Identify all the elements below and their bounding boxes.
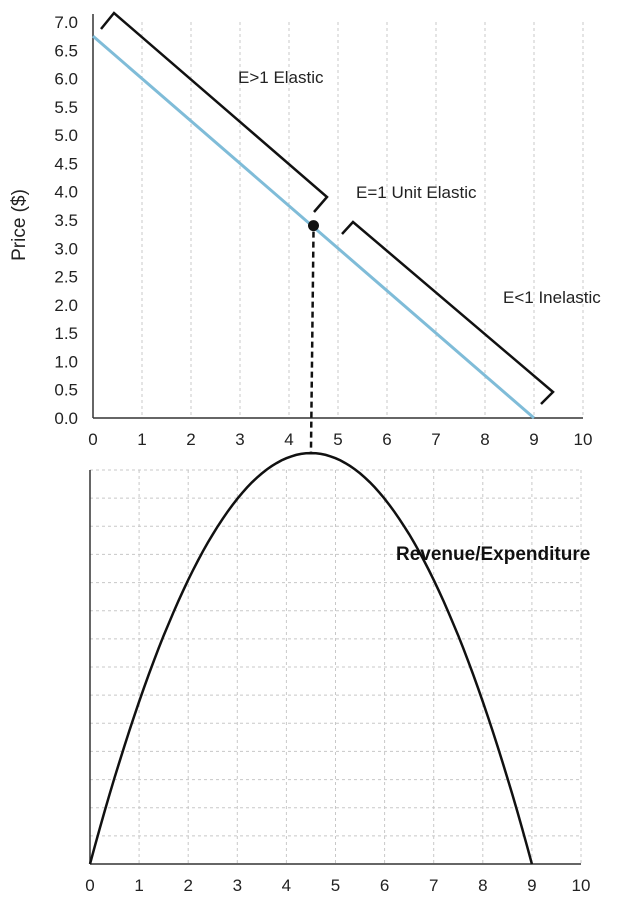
demand-y-tick-label: 1.5 (54, 324, 78, 343)
demand-x-tick-label: 6 (382, 430, 391, 449)
demand-x-ticks: 0 1 2 3 4 5 6 7 8 9 10 (88, 430, 592, 449)
demand-y-tick-label: 6.5 (54, 41, 78, 60)
demand-x-tick-label: 3 (235, 430, 244, 449)
revenue-x-tick-label: 3 (233, 876, 242, 895)
revenue-x-tick-label: 4 (282, 876, 291, 895)
unit-elastic-connector-line (309, 231, 315, 454)
revenue-title: Revenue/Expenditure (396, 544, 590, 565)
demand-x-tick-label: 0 (88, 430, 97, 449)
demand-grid (141, 22, 584, 418)
revenue-x-tick-label: 9 (527, 876, 536, 895)
revenue-x-tick-label: 5 (331, 876, 340, 895)
demand-y-tick-label: 5.5 (54, 98, 78, 117)
demand-y-tick-label: 1.0 (54, 352, 78, 371)
demand-y-tick-label: 0.5 (54, 381, 78, 400)
inelastic-range-bracket (341, 220, 555, 405)
demand-x-tick-label: 1 (137, 430, 146, 449)
unit-elastic-point (308, 220, 319, 232)
elastic-range-bracket (100, 11, 329, 213)
demand-chart: 0.0 0.5 1.0 1.5 2.0 2.5 3.0 3.5 4.0 4.5 5.0 5.5 6.0 6… (9, 11, 601, 449)
demand-y-tick-label: 0.0 (54, 409, 78, 428)
revenue-x-ticks: 0 1 2 3 4 5 6 7 8 9 10 (85, 876, 590, 895)
revenue-x-tick-label: 1 (134, 876, 143, 895)
revenue-chart: 0 1 2 3 4 5 6 7 8 9 10 Revenue/Expenditure (85, 451, 590, 895)
unit-elastic-label: E=1 Unit Elastic (356, 183, 477, 202)
demand-x-tick-label: 9 (529, 430, 538, 449)
demand-x-tick-label: 8 (480, 430, 489, 449)
demand-y-tick-label: 4.5 (54, 154, 78, 173)
demand-x-tick-label: 5 (333, 430, 342, 449)
revenue-x-tick-label: 8 (478, 876, 487, 895)
demand-y-tick-label: 2.0 (54, 296, 78, 315)
revenue-grid (90, 469, 582, 864)
demand-x-tick-label: 10 (574, 430, 593, 449)
elastic-label: E>1 Elastic (238, 68, 324, 87)
revenue-curve-line (88, 451, 534, 865)
demand-y-tick-label: 7.0 (54, 13, 78, 32)
demand-x-tick-label: 4 (284, 430, 293, 449)
inelastic-label: E<1 Inelastic (503, 288, 601, 307)
demand-y-tick-label: 3.0 (54, 239, 78, 258)
revenue-x-tick-label: 0 (85, 876, 94, 895)
demand-y-ticks: 0.0 0.5 1.0 1.5 2.0 2.5 3.0 3.5 4.0 4.5 5.0 5.5 6.0 6… (54, 13, 78, 428)
demand-y-tick-label: 6.0 (54, 70, 78, 89)
demand-y-axis-label: Price ($) (9, 189, 30, 261)
demand-y-tick-label: 3.5 (54, 211, 78, 230)
revenue-x-tick-label: 7 (429, 876, 438, 895)
demand-y-tick-label: 4.0 (54, 183, 78, 202)
revenue-x-tick-label: 6 (380, 876, 389, 895)
demand-x-tick-label: 2 (186, 430, 195, 449)
revenue-x-tick-label: 10 (572, 876, 591, 895)
revenue-x-tick-label: 2 (183, 876, 192, 895)
demand-x-tick-label: 7 (431, 430, 440, 449)
demand-y-tick-label: 2.5 (54, 268, 78, 287)
demand-y-tick-label: 5.0 (54, 126, 78, 145)
